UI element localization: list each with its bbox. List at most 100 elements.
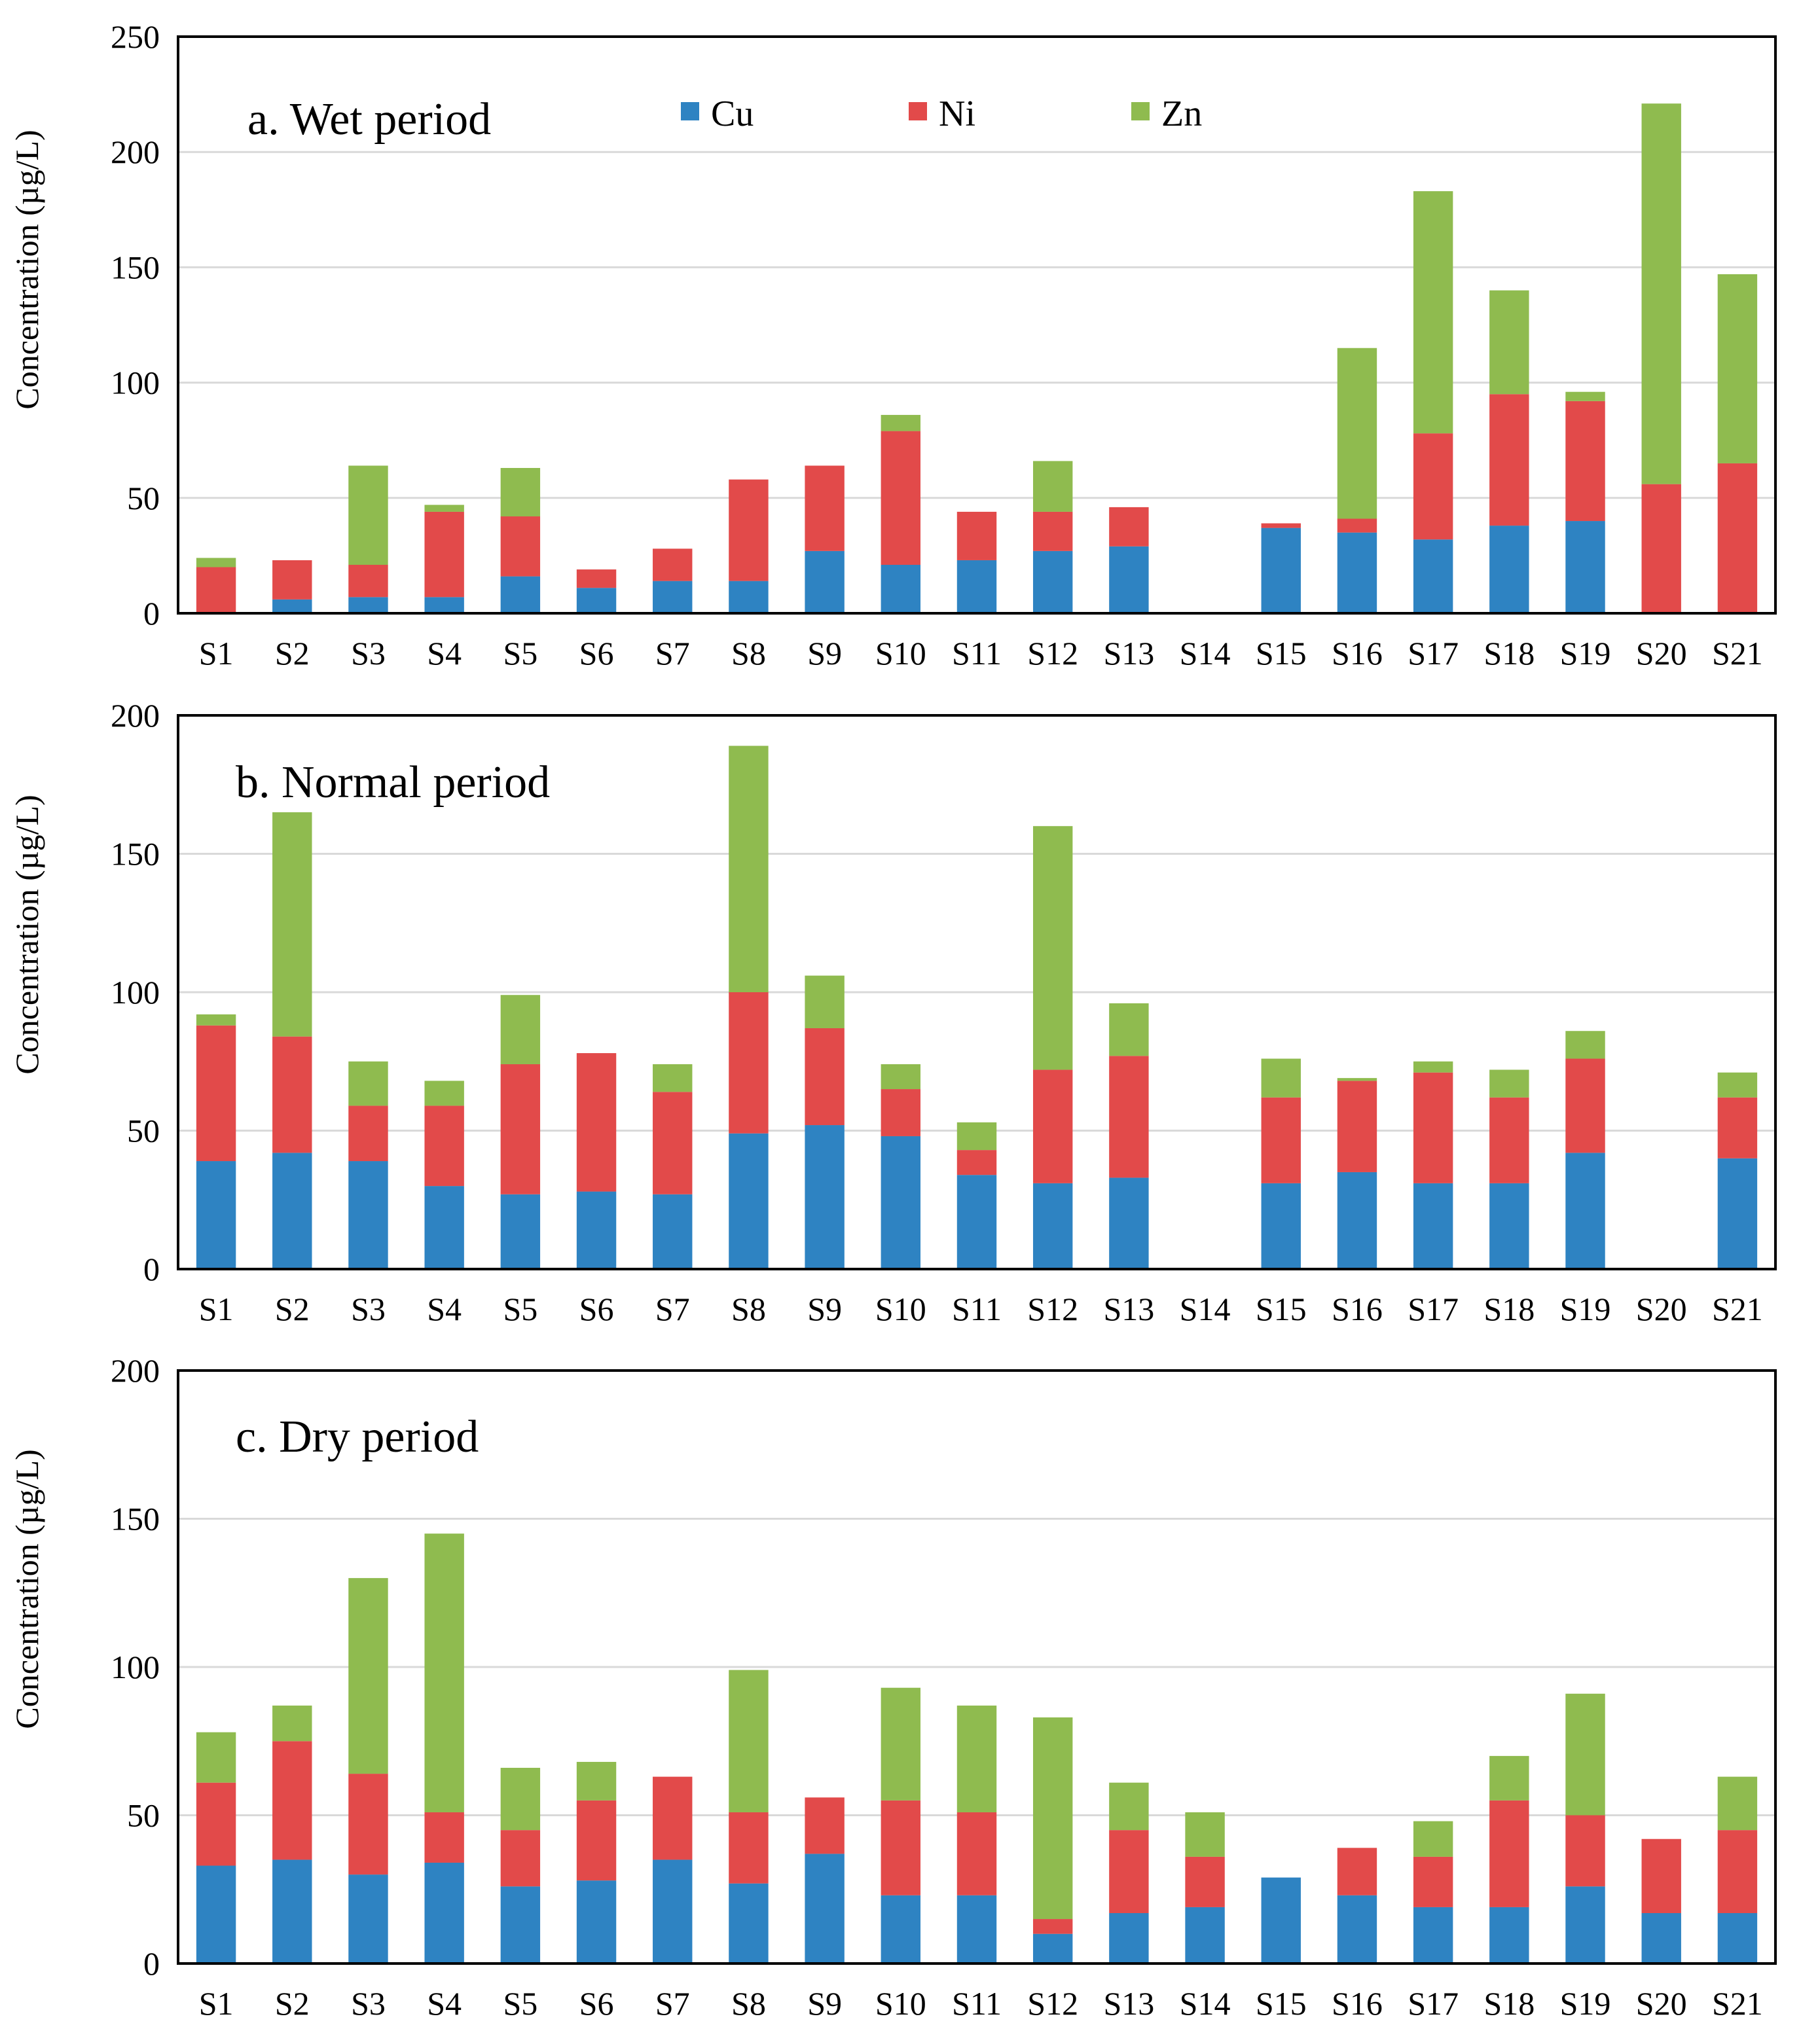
panel-title: a. Wet period: [247, 94, 491, 145]
x-tick-label: S17: [1408, 1985, 1459, 2022]
y-tick-label: 100: [111, 1649, 160, 1685]
x-tick-label: S20: [1636, 1291, 1687, 1327]
bar-ni-s20: [1641, 484, 1681, 613]
bar-cu-s13: [1109, 1177, 1149, 1269]
bar-cu-s18: [1489, 1907, 1529, 1963]
bar-zn-s2: [272, 812, 312, 1037]
bar-zn-s13: [1109, 1782, 1149, 1831]
plot-frame: [177, 35, 1777, 615]
panel-title: b. Normal period: [236, 757, 550, 808]
bar-cu-s11: [956, 1895, 997, 1963]
legend-swatch-cu: [681, 102, 699, 120]
x-tick-label: S7: [655, 1291, 690, 1327]
panel-wet-period: Concentration (µg/L) a. Wet period Cu Ni…: [9, 18, 1777, 672]
y-tick-label: 50: [127, 480, 160, 516]
bar-cu-s7: [653, 1194, 693, 1269]
panel-title: c. Dry period: [236, 1412, 479, 1462]
bar-cu-s6: [576, 588, 617, 613]
y-tick-label: 50: [127, 1113, 160, 1149]
bar-ni-s6: [576, 1800, 617, 1881]
bar-ni-s19: [1565, 1058, 1605, 1153]
y-tick-label: 150: [111, 1501, 160, 1537]
bar-ni-s12: [1032, 511, 1073, 551]
bar-ni-s9: [805, 1797, 845, 1854]
bar-ni-s18: [1489, 1800, 1529, 1907]
bar-cu-s5: [500, 1194, 541, 1269]
x-tick-label: S9: [807, 635, 842, 672]
x-tick-label: S13: [1103, 1291, 1154, 1327]
plot-frame: [177, 714, 1777, 1270]
bar-zn-s5: [500, 467, 541, 516]
bar-ni-s15: [1261, 1097, 1301, 1183]
bar-cu-s13: [1109, 1912, 1149, 1963]
bar-cu-s17: [1413, 539, 1453, 613]
x-tick-label: S19: [1560, 1985, 1611, 2022]
plot-frame: [177, 1369, 1777, 1965]
legend-label-ni: Ni: [939, 94, 975, 134]
x-tick-label: S14: [1180, 635, 1231, 672]
y-axis-label: Concentration (µg/L): [9, 1449, 45, 1729]
bar-zn-s12: [1032, 461, 1073, 512]
x-tick-label: S5: [503, 635, 537, 672]
bar-cu-s10: [881, 564, 921, 613]
bar-zn-s21: [1717, 1072, 1758, 1098]
legend-swatch-ni: [909, 102, 927, 120]
x-tick-label: S11: [952, 1291, 1002, 1327]
bar-zn-s15: [1261, 1058, 1301, 1098]
x-tick-label: S5: [503, 1985, 537, 2022]
bar-zn-s10: [881, 1687, 921, 1801]
legend-label-cu: Cu: [711, 94, 754, 134]
bars: [196, 1533, 1758, 1963]
bar-zn-s3: [348, 465, 388, 565]
bar-zn-s17: [1413, 191, 1453, 434]
bar-zn-s8: [729, 1670, 769, 1812]
x-tick-label: S7: [655, 1985, 690, 2022]
bars: [196, 745, 1758, 1269]
bar-zn-s2: [272, 1705, 312, 1742]
bar-cu-s9: [805, 1854, 845, 1963]
x-tick-label: S1: [199, 1985, 234, 2022]
legend: Cu Ni Zn: [681, 94, 1202, 134]
y-tick-label: 250: [111, 18, 160, 55]
bar-ni-s21: [1717, 1830, 1758, 1913]
y-tick-label: 0: [143, 595, 160, 632]
gridlines: [178, 151, 1775, 499]
bar-zn-s17: [1413, 1821, 1453, 1857]
bar-zn-s16: [1337, 1078, 1377, 1081]
bar-zn-s13: [1109, 1003, 1149, 1056]
x-tick-label: S2: [275, 1291, 310, 1327]
bar-ni-s21: [1717, 463, 1758, 613]
bar-ni-s16: [1337, 1848, 1377, 1895]
bar-zn-s1: [196, 1732, 236, 1783]
bar-cu-s7: [653, 581, 693, 613]
x-tick-label: S16: [1332, 1291, 1383, 1327]
bar-cu-s4: [424, 1862, 464, 1963]
bar-cu-s3: [348, 1161, 388, 1269]
bar-ni-s11: [956, 1150, 997, 1175]
bar-zn-s11: [956, 1122, 997, 1151]
x-tick-label: S4: [427, 635, 462, 672]
bar-ni-s8: [729, 992, 769, 1134]
bar-cu-s3: [348, 1874, 388, 1963]
bar-ni-s3: [348, 1105, 388, 1162]
x-tick-label: S17: [1408, 1291, 1459, 1327]
bar-cu-s18: [1489, 526, 1529, 613]
x-tick-label: S17: [1408, 635, 1459, 672]
bar-cu-s13: [1109, 546, 1149, 613]
x-tick-label: S3: [351, 1291, 386, 1327]
bar-cu-s14: [1185, 1907, 1225, 1963]
x-tick-label: S3: [351, 1985, 386, 2022]
x-tick-label: S15: [1256, 1291, 1307, 1327]
bar-zn-s19: [1565, 1693, 1605, 1816]
y-tick-label: 200: [111, 1352, 160, 1389]
x-tick-label: S18: [1483, 635, 1535, 672]
bar-zn-s4: [424, 1081, 464, 1106]
x-tick-label: S11: [952, 1985, 1002, 2022]
bar-cu-s18: [1489, 1183, 1529, 1269]
bar-zn-s6: [576, 1761, 617, 1801]
x-tick-label: S4: [427, 1291, 462, 1327]
bar-cu-s2: [272, 1859, 312, 1963]
bar-zn-s12: [1032, 826, 1073, 1070]
bar-ni-s10: [881, 431, 921, 565]
gridlines: [178, 853, 1775, 1132]
